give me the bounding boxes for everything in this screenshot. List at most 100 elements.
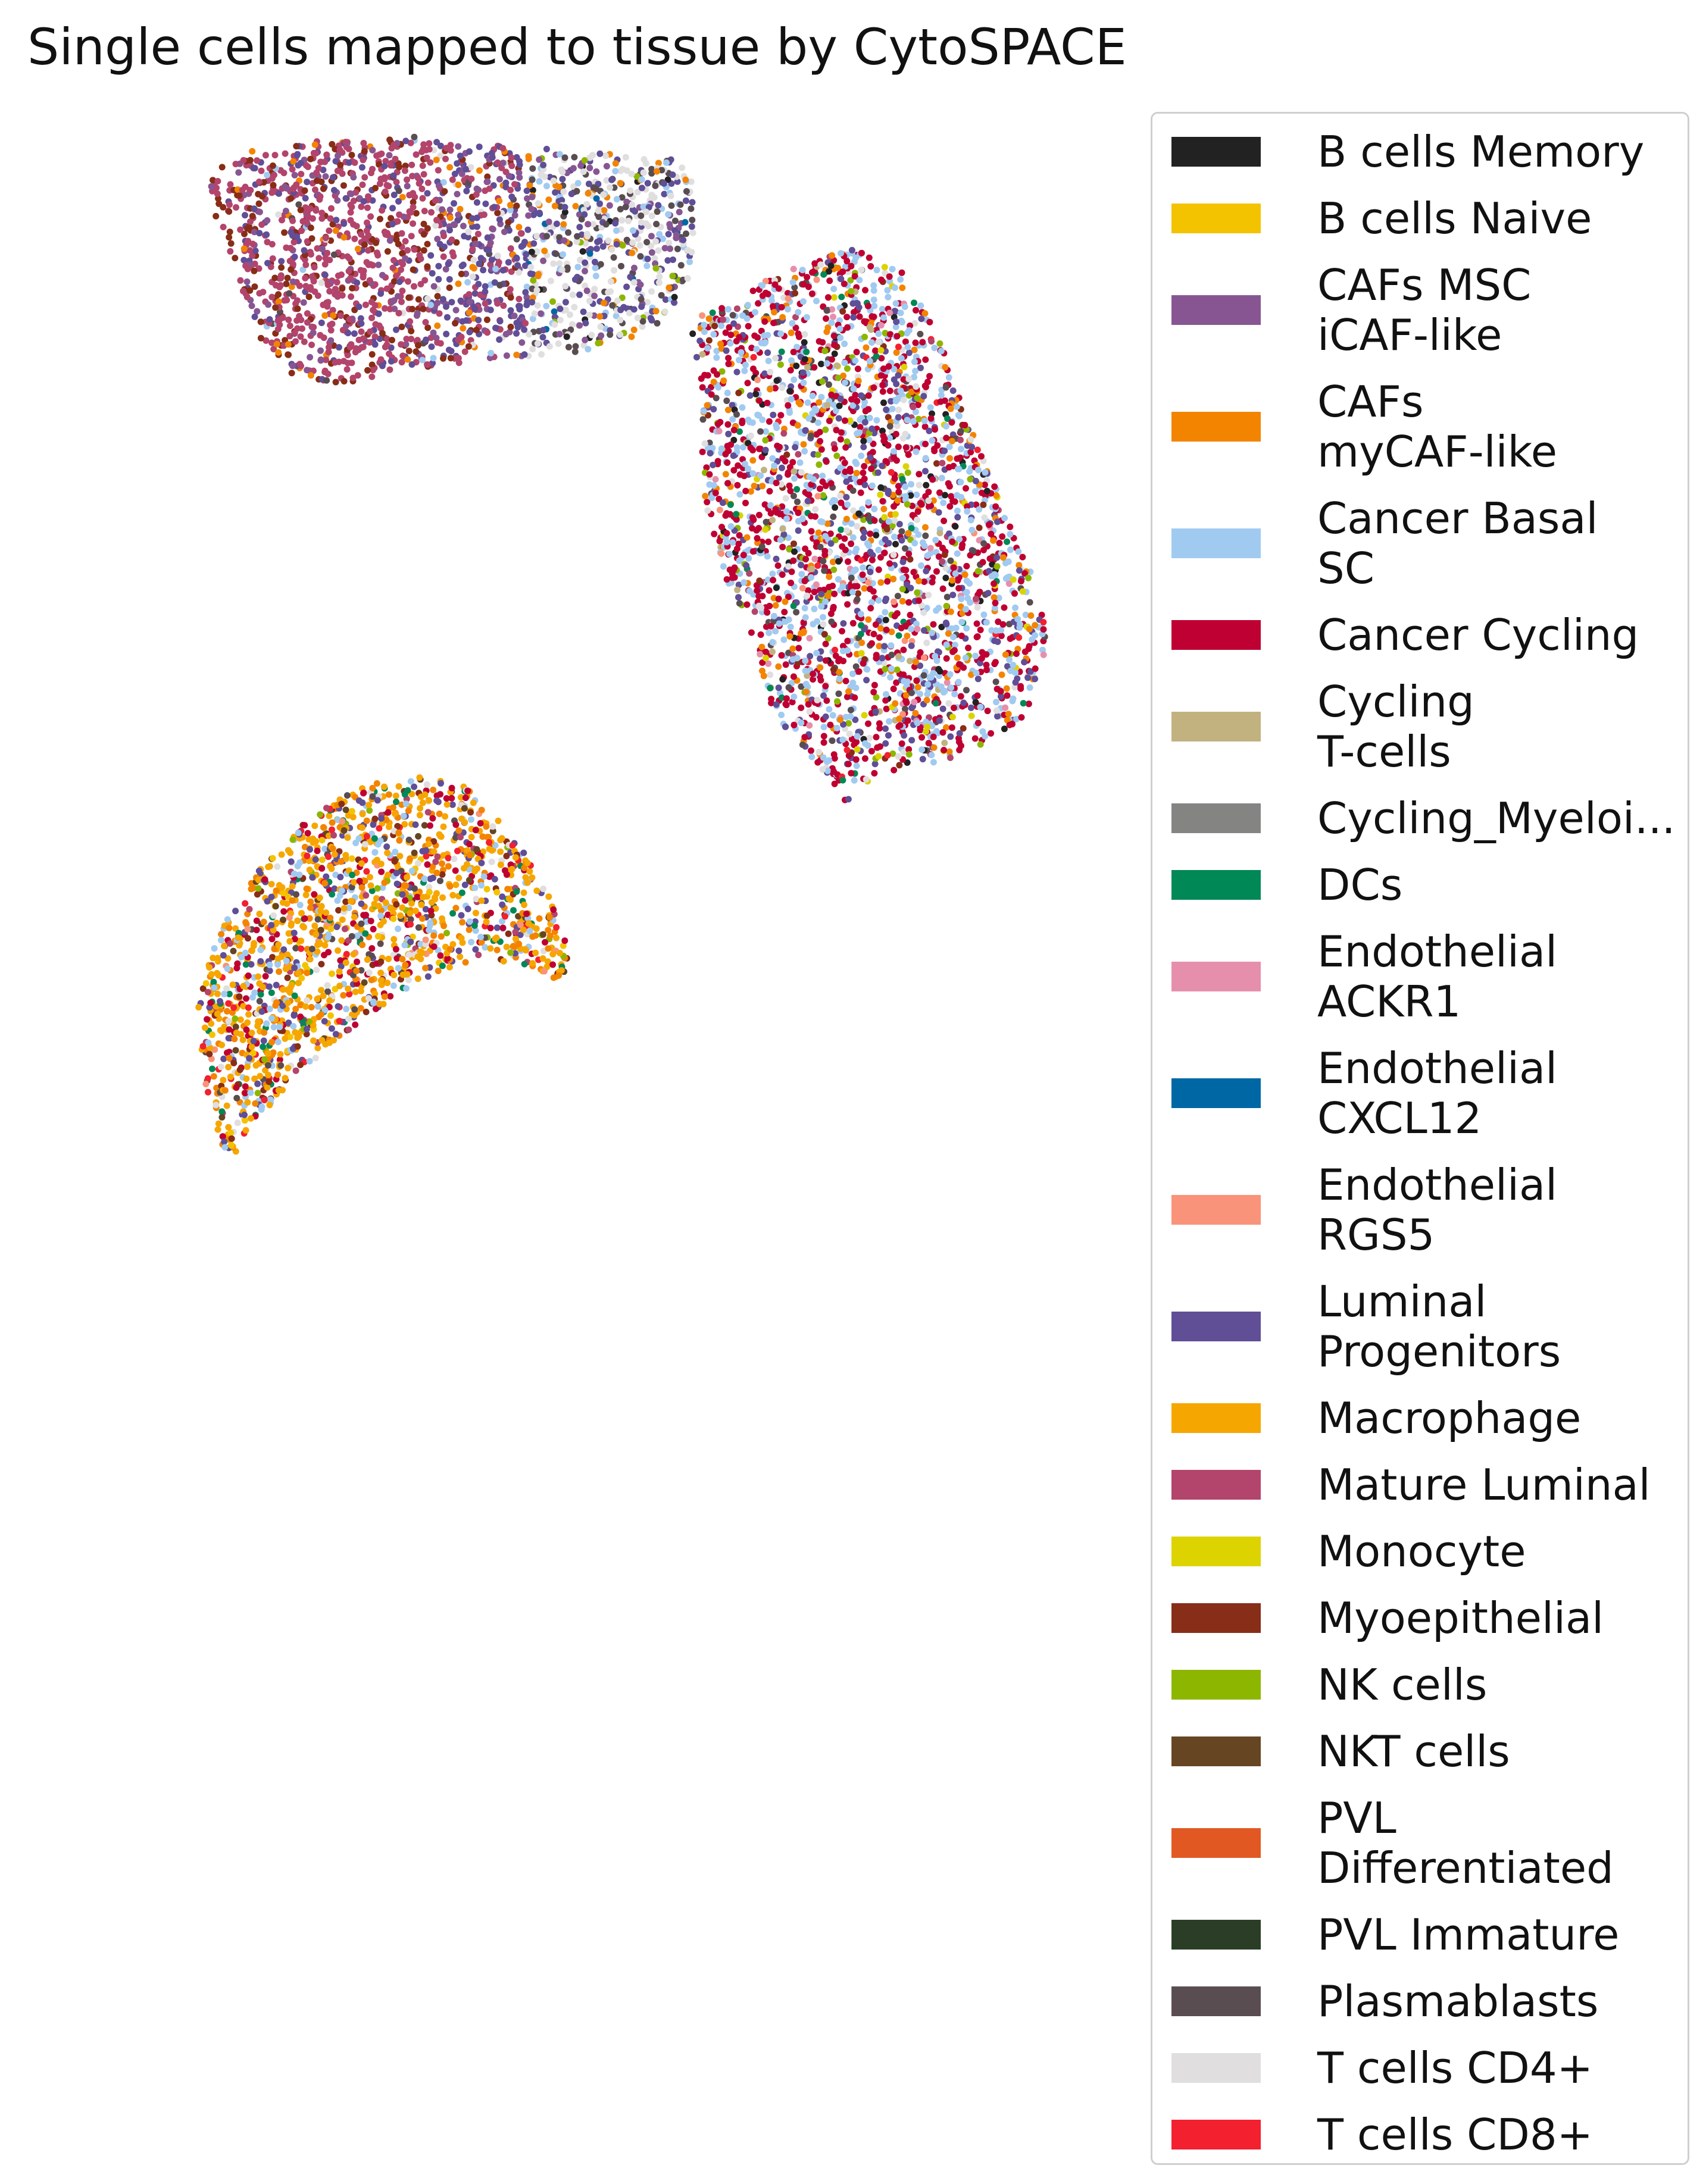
cell-point — [794, 422, 801, 429]
cell-point — [572, 343, 579, 350]
cell-point — [794, 498, 801, 505]
cell-point — [507, 206, 514, 214]
cell-point — [739, 417, 746, 424]
cell-point — [763, 649, 770, 655]
cell-point — [220, 224, 227, 230]
cell-point — [925, 740, 932, 747]
cell-point — [545, 893, 552, 900]
cell-point — [271, 152, 279, 159]
cell-point — [402, 341, 410, 348]
cell-point — [911, 320, 918, 327]
cell-point — [617, 206, 624, 212]
cell-point — [255, 200, 263, 207]
cell-point — [613, 241, 620, 248]
cell-point — [561, 154, 568, 161]
cell-point — [936, 530, 943, 537]
cell-point — [565, 343, 572, 351]
cell-point — [838, 499, 845, 506]
cell-point — [414, 174, 421, 182]
cell-point — [729, 312, 736, 319]
cell-point — [843, 314, 851, 321]
cell-point — [281, 297, 288, 304]
cell-point — [981, 481, 988, 489]
cell-point — [235, 169, 242, 176]
cell-point — [536, 156, 543, 163]
cell-point — [505, 219, 512, 226]
cell-point — [297, 206, 304, 214]
cell-point — [257, 318, 264, 326]
cell-point — [439, 962, 446, 969]
cell-point — [603, 162, 610, 170]
cell-point — [215, 200, 223, 207]
cell-point — [935, 553, 942, 560]
cell-point — [656, 231, 663, 238]
cell-point — [586, 164, 593, 171]
cell-point — [782, 598, 789, 605]
cell-point — [757, 650, 764, 658]
cell-point — [236, 192, 243, 199]
cell-point — [591, 292, 598, 299]
cell-point — [451, 170, 458, 177]
cell-point — [843, 478, 850, 485]
cell-point — [992, 627, 999, 634]
cell-point — [314, 245, 321, 252]
cell-point — [327, 337, 335, 344]
cell-point — [870, 384, 877, 391]
cell-point — [827, 480, 835, 487]
cell-point — [829, 252, 836, 259]
cell-point — [821, 348, 829, 355]
cell-point — [301, 338, 308, 345]
cell-point — [918, 501, 925, 508]
cell-point — [868, 339, 875, 346]
cell-point — [680, 236, 687, 243]
cell-point — [324, 249, 331, 256]
cell-point — [908, 689, 915, 696]
cell-point — [1016, 567, 1023, 574]
cell-point — [543, 146, 550, 152]
cell-point — [688, 178, 695, 185]
cell-point — [910, 403, 917, 411]
cell-point — [498, 164, 505, 171]
cell-point — [845, 558, 851, 565]
cell-point — [465, 343, 472, 350]
cell-point — [317, 347, 324, 354]
cell-point — [709, 445, 716, 452]
cell-point — [743, 534, 751, 541]
cell-point — [301, 187, 308, 194]
cell-point — [839, 736, 846, 743]
cell-point — [645, 204, 652, 211]
cell-point — [470, 256, 477, 264]
cell-point — [983, 619, 990, 626]
cell-point — [389, 205, 396, 212]
cell-point — [820, 492, 827, 499]
cell-point — [436, 310, 443, 317]
cell-point — [714, 421, 721, 428]
cell-point — [867, 263, 874, 270]
cell-point — [593, 245, 600, 252]
cell-point — [395, 240, 402, 248]
cell-point — [801, 356, 808, 363]
cell-point — [941, 448, 948, 455]
cell-point — [467, 164, 474, 171]
cell-point — [726, 550, 733, 558]
cell-point — [364, 367, 371, 374]
cell-point — [570, 183, 577, 190]
cell-point — [899, 284, 906, 292]
cell-point — [547, 277, 554, 284]
cell-point — [503, 352, 510, 359]
cell-point — [289, 166, 296, 173]
cell-point — [951, 690, 958, 697]
cell-point — [288, 195, 294, 202]
cell-point — [754, 376, 761, 383]
cell-point — [896, 715, 903, 722]
cell-point — [282, 150, 289, 157]
cell-point — [791, 475, 798, 482]
cell-point — [285, 316, 292, 323]
cell-point — [601, 299, 607, 306]
cell-point — [420, 145, 427, 152]
cell-point — [699, 312, 706, 319]
cell-point — [482, 187, 489, 194]
cell-point — [596, 200, 603, 207]
cell-point — [733, 411, 740, 418]
cell-point — [339, 285, 346, 292]
